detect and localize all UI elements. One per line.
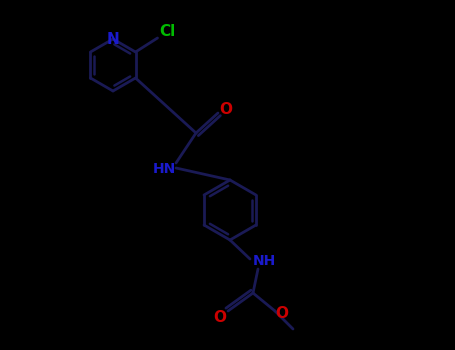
Text: HN: HN [152,162,176,176]
Text: O: O [275,306,288,321]
Text: O: O [219,102,233,117]
Text: Cl: Cl [159,25,176,40]
Text: N: N [106,32,119,47]
Text: O: O [213,309,227,324]
Text: NH: NH [253,254,276,268]
